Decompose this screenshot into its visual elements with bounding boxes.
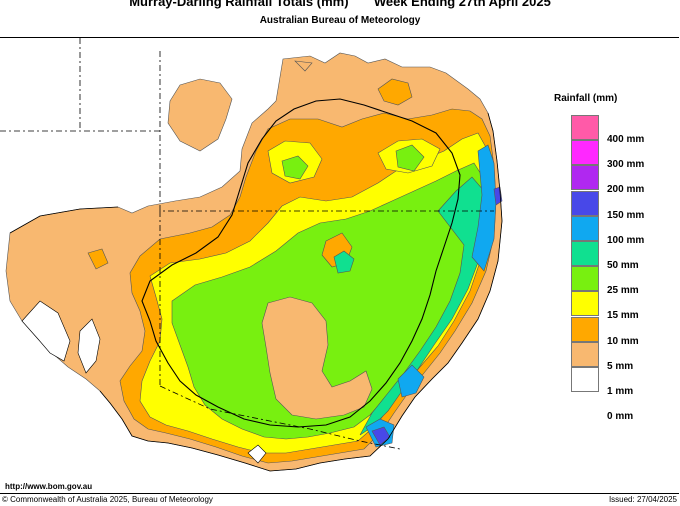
legend-swatch	[571, 115, 599, 140]
coastline	[9, 112, 503, 472]
legend-label: 300 mm	[607, 159, 645, 171]
legend-label: 5 mm	[607, 360, 634, 372]
dry-interior	[261, 296, 373, 420]
legend-swatch	[571, 165, 599, 191]
rain-zone-50mm-south	[397, 364, 425, 398]
basin-boundary	[141, 98, 461, 428]
legend-swatch	[571, 190, 599, 216]
legend-label: 400 mm	[607, 134, 645, 145]
legend-label: 15 mm	[607, 310, 639, 322]
legend-swatch	[571, 367, 599, 392]
legend-label: 1 mm	[607, 386, 634, 397]
rain-zone-1mm-north	[167, 78, 233, 152]
map-subtitle: Australian Bureau of Meteorology	[259, 15, 421, 26]
map-header: Murray-Darling Rainfall Totals (mm) Week…	[0, 0, 680, 36]
rain-zone-1mm-ne	[294, 60, 313, 72]
rain-zone-15mm-ne	[395, 144, 425, 172]
legend-label: 0 mm	[607, 411, 634, 423]
issued-date: Issued: 27/04/2025	[608, 495, 677, 504]
state-border-nsw-vic	[159, 211, 401, 450]
legend-label: 150 mm	[607, 209, 645, 221]
spencer-gulf	[21, 300, 71, 362]
legend-swatch	[571, 215, 599, 241]
legend: Rainfall (mm) 400 mm 300 mm 200 mm 150 mm 10…	[548, 90, 658, 430]
map-title: Murray-Darling Rainfall Totals (mm) Week…	[129, 0, 551, 9]
rainfall-map	[0, 38, 503, 472]
gulf-st-vincent	[77, 318, 101, 374]
legend-swatch	[571, 266, 599, 292]
legend-label: 25 mm	[607, 285, 639, 297]
copyright-text: © Commonwealth of Australia 2025, Bureau…	[2, 495, 213, 504]
rain-zone-5mm-w	[87, 248, 109, 270]
legend-label: 50 mm	[607, 260, 639, 271]
source-url: http://www.bom.gov.au	[5, 482, 93, 491]
legend-swatch	[571, 316, 599, 342]
legend-title: Rainfall (mm)	[554, 93, 618, 104]
legend-label: 200 mm	[607, 184, 645, 196]
map-canvas	[0, 37, 679, 494]
rain-zone-100mm-se	[371, 426, 391, 446]
legend-label: 100 mm	[607, 234, 645, 246]
legend-swatch	[571, 341, 599, 367]
legend-swatch	[571, 140, 599, 166]
legend-label: 10 mm	[607, 335, 639, 347]
legend-swatch	[571, 291, 599, 317]
rain-zone-5mm-ne	[377, 78, 413, 106]
rain-zone-25mm-inland	[333, 250, 355, 274]
legend-swatch	[571, 241, 599, 266]
port-phillip-bay	[247, 444, 267, 464]
rain-zone-15mm-n	[281, 155, 309, 180]
